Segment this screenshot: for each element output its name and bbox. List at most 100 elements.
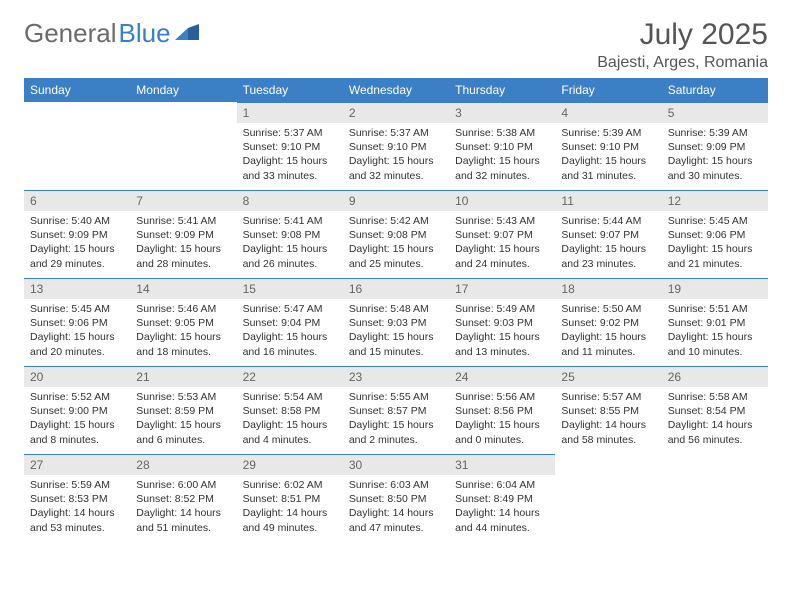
calendar-cell: 7Sunrise: 5:41 AMSunset: 9:09 PMDaylight… (130, 190, 236, 278)
location: Bajesti, Arges, Romania (597, 54, 768, 72)
calendar-week-row: 13Sunrise: 5:45 AMSunset: 9:06 PMDayligh… (24, 278, 768, 366)
calendar-cell: 31Sunrise: 6:04 AMSunset: 8:49 PMDayligh… (449, 454, 555, 542)
day-number: 28 (130, 454, 236, 475)
weekday-header: Tuesday (237, 78, 343, 102)
calendar-week-row: 20Sunrise: 5:52 AMSunset: 9:00 PMDayligh… (24, 366, 768, 454)
day-content: Sunrise: 5:44 AMSunset: 9:07 PMDaylight:… (555, 211, 661, 277)
day-content: Sunrise: 5:39 AMSunset: 9:10 PMDaylight:… (555, 123, 661, 189)
calendar-body: 1Sunrise: 5:37 AMSunset: 9:10 PMDaylight… (24, 102, 768, 542)
weekday-header: Sunday (24, 78, 130, 102)
calendar-week-row: 1Sunrise: 5:37 AMSunset: 9:10 PMDaylight… (24, 102, 768, 190)
day-number: 14 (130, 278, 236, 299)
day-number: 24 (449, 366, 555, 387)
day-number: 22 (237, 366, 343, 387)
day-content: Sunrise: 5:37 AMSunset: 9:10 PMDaylight:… (343, 123, 449, 189)
day-number: 18 (555, 278, 661, 299)
calendar-cell: 3Sunrise: 5:38 AMSunset: 9:10 PMDaylight… (449, 102, 555, 190)
day-number: 27 (24, 454, 130, 475)
calendar-cell: 10Sunrise: 5:43 AMSunset: 9:07 PMDayligh… (449, 190, 555, 278)
day-content: Sunrise: 5:43 AMSunset: 9:07 PMDaylight:… (449, 211, 555, 277)
day-number: 30 (343, 454, 449, 475)
logo-icon (175, 18, 201, 49)
calendar-cell: 21Sunrise: 5:53 AMSunset: 8:59 PMDayligh… (130, 366, 236, 454)
day-number: 1 (237, 102, 343, 123)
calendar-cell: 8Sunrise: 5:41 AMSunset: 9:08 PMDaylight… (237, 190, 343, 278)
day-content: Sunrise: 5:51 AMSunset: 9:01 PMDaylight:… (662, 299, 768, 365)
calendar-cell: 29Sunrise: 6:02 AMSunset: 8:51 PMDayligh… (237, 454, 343, 542)
calendar-cell: 4Sunrise: 5:39 AMSunset: 9:10 PMDaylight… (555, 102, 661, 190)
day-content: Sunrise: 5:59 AMSunset: 8:53 PMDaylight:… (24, 475, 130, 541)
calendar-cell: 14Sunrise: 5:46 AMSunset: 9:05 PMDayligh… (130, 278, 236, 366)
calendar-cell (662, 454, 768, 542)
calendar-cell: 13Sunrise: 5:45 AMSunset: 9:06 PMDayligh… (24, 278, 130, 366)
day-content: Sunrise: 5:40 AMSunset: 9:09 PMDaylight:… (24, 211, 130, 277)
day-content: Sunrise: 5:46 AMSunset: 9:05 PMDaylight:… (130, 299, 236, 365)
calendar-cell: 30Sunrise: 6:03 AMSunset: 8:50 PMDayligh… (343, 454, 449, 542)
calendar-cell: 12Sunrise: 5:45 AMSunset: 9:06 PMDayligh… (662, 190, 768, 278)
day-number: 19 (662, 278, 768, 299)
calendar-cell: 15Sunrise: 5:47 AMSunset: 9:04 PMDayligh… (237, 278, 343, 366)
calendar-cell: 27Sunrise: 5:59 AMSunset: 8:53 PMDayligh… (24, 454, 130, 542)
calendar-cell: 25Sunrise: 5:57 AMSunset: 8:55 PMDayligh… (555, 366, 661, 454)
calendar-cell: 16Sunrise: 5:48 AMSunset: 9:03 PMDayligh… (343, 278, 449, 366)
day-content: Sunrise: 5:37 AMSunset: 9:10 PMDaylight:… (237, 123, 343, 189)
day-number: 13 (24, 278, 130, 299)
day-content: Sunrise: 5:49 AMSunset: 9:03 PMDaylight:… (449, 299, 555, 365)
weekday-header: Friday (555, 78, 661, 102)
day-number: 23 (343, 366, 449, 387)
day-content: Sunrise: 6:00 AMSunset: 8:52 PMDaylight:… (130, 475, 236, 541)
day-number: 16 (343, 278, 449, 299)
day-number: 31 (449, 454, 555, 475)
calendar-cell: 24Sunrise: 5:56 AMSunset: 8:56 PMDayligh… (449, 366, 555, 454)
logo: GeneralBlue (24, 18, 201, 49)
calendar-cell: 2Sunrise: 5:37 AMSunset: 9:10 PMDaylight… (343, 102, 449, 190)
day-number: 26 (662, 366, 768, 387)
calendar-cell: 11Sunrise: 5:44 AMSunset: 9:07 PMDayligh… (555, 190, 661, 278)
header: GeneralBlue July 2025 Bajesti, Arges, Ro… (24, 18, 768, 72)
day-number: 29 (237, 454, 343, 475)
day-number: 15 (237, 278, 343, 299)
calendar-cell: 22Sunrise: 5:54 AMSunset: 8:58 PMDayligh… (237, 366, 343, 454)
calendar-cell: 18Sunrise: 5:50 AMSunset: 9:02 PMDayligh… (555, 278, 661, 366)
calendar-cell: 6Sunrise: 5:40 AMSunset: 9:09 PMDaylight… (24, 190, 130, 278)
day-number: 17 (449, 278, 555, 299)
logo-text-blue: Blue (119, 18, 171, 49)
day-number: 4 (555, 102, 661, 123)
day-number: 20 (24, 366, 130, 387)
calendar-cell: 9Sunrise: 5:42 AMSunset: 9:08 PMDaylight… (343, 190, 449, 278)
day-number: 3 (449, 102, 555, 123)
calendar-cell (555, 454, 661, 542)
day-content: Sunrise: 5:55 AMSunset: 8:57 PMDaylight:… (343, 387, 449, 453)
day-number: 2 (343, 102, 449, 123)
day-content: Sunrise: 5:48 AMSunset: 9:03 PMDaylight:… (343, 299, 449, 365)
day-content: Sunrise: 5:57 AMSunset: 8:55 PMDaylight:… (555, 387, 661, 453)
calendar-cell: 26Sunrise: 5:58 AMSunset: 8:54 PMDayligh… (662, 366, 768, 454)
day-number: 11 (555, 190, 661, 211)
day-content: Sunrise: 6:03 AMSunset: 8:50 PMDaylight:… (343, 475, 449, 541)
day-content: Sunrise: 5:54 AMSunset: 8:58 PMDaylight:… (237, 387, 343, 453)
day-content: Sunrise: 5:39 AMSunset: 9:09 PMDaylight:… (662, 123, 768, 189)
day-number: 8 (237, 190, 343, 211)
weekday-header: Monday (130, 78, 236, 102)
calendar-cell: 28Sunrise: 6:00 AMSunset: 8:52 PMDayligh… (130, 454, 236, 542)
calendar-cell: 20Sunrise: 5:52 AMSunset: 9:00 PMDayligh… (24, 366, 130, 454)
day-content: Sunrise: 5:42 AMSunset: 9:08 PMDaylight:… (343, 211, 449, 277)
day-content: Sunrise: 5:47 AMSunset: 9:04 PMDaylight:… (237, 299, 343, 365)
calendar-cell: 17Sunrise: 5:49 AMSunset: 9:03 PMDayligh… (449, 278, 555, 366)
title-block: July 2025 Bajesti, Arges, Romania (597, 18, 768, 72)
day-content: Sunrise: 6:02 AMSunset: 8:51 PMDaylight:… (237, 475, 343, 541)
day-content: Sunrise: 5:41 AMSunset: 9:08 PMDaylight:… (237, 211, 343, 277)
calendar-week-row: 6Sunrise: 5:40 AMSunset: 9:09 PMDaylight… (24, 190, 768, 278)
day-content: Sunrise: 5:45 AMSunset: 9:06 PMDaylight:… (24, 299, 130, 365)
calendar-cell (24, 102, 130, 190)
day-number: 10 (449, 190, 555, 211)
weekday-header: Wednesday (343, 78, 449, 102)
day-number: 6 (24, 190, 130, 211)
day-content: Sunrise: 5:52 AMSunset: 9:00 PMDaylight:… (24, 387, 130, 453)
calendar-cell (130, 102, 236, 190)
day-content: Sunrise: 5:56 AMSunset: 8:56 PMDaylight:… (449, 387, 555, 453)
day-content: Sunrise: 5:41 AMSunset: 9:09 PMDaylight:… (130, 211, 236, 277)
calendar-cell: 1Sunrise: 5:37 AMSunset: 9:10 PMDaylight… (237, 102, 343, 190)
logo-text-gray: General (24, 18, 117, 49)
calendar-table: SundayMondayTuesdayWednesdayThursdayFrid… (24, 78, 768, 542)
